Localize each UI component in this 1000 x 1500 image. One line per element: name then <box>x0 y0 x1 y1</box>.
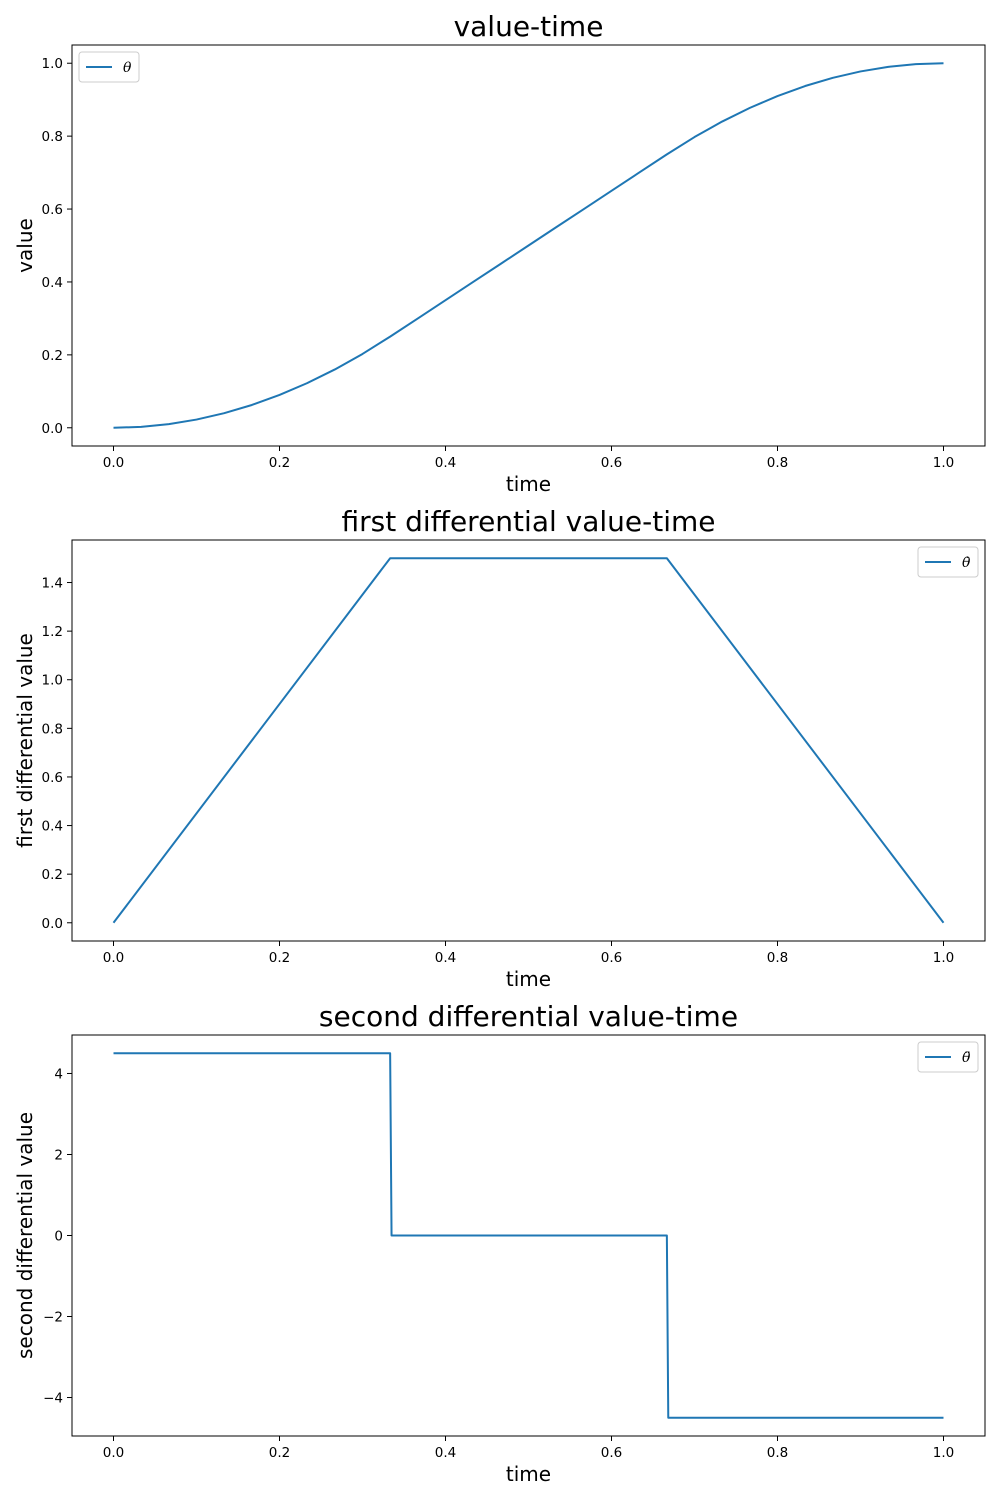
y-axis-label: value <box>13 218 37 273</box>
y-tick-label: 0.0 <box>42 421 63 437</box>
y-tick-label: 0.2 <box>42 867 63 883</box>
x-tick-label: 0.0 <box>103 455 124 471</box>
first-differential-chart: first differential value-time 0.0 0.2 0.4 0.… <box>13 505 986 991</box>
x-tick-label: 0.6 <box>601 950 622 966</box>
y-tick-label: 1.0 <box>42 673 63 689</box>
x-tick-label: 1.0 <box>933 455 954 471</box>
y-tick-label: 0.4 <box>42 275 63 291</box>
value-time-chart: value-time 0.0 0.2 0.4 0.6 0.8 1.0 0.0 0.2 0.4 0.6… <box>13 10 986 496</box>
second-differential-chart: second differential value-time 0.0 0.2 0.4 0… <box>13 1000 986 1486</box>
y-tick-label: −2 <box>43 1310 63 1326</box>
x-tick-label: 0.6 <box>601 455 622 471</box>
y-axis-label: first differential value <box>13 633 37 848</box>
y-tick-label: 2 <box>54 1147 63 1163</box>
chart-title: first differential value-time <box>342 505 716 538</box>
series-line <box>113 1052 944 1419</box>
y-tick-label: 1.2 <box>42 624 63 640</box>
x-tick-label: 0.4 <box>435 455 456 471</box>
x-tick-label: 1.0 <box>933 950 954 966</box>
x-tick-label: 0.0 <box>103 950 124 966</box>
y-tick-label: 0.2 <box>42 348 63 364</box>
legend: θ̇ <box>917 546 979 578</box>
plot-frame <box>71 44 986 447</box>
x-tick-label: 0.8 <box>767 950 788 966</box>
x-tick-label: 0.4 <box>435 950 456 966</box>
legend-label: θ <box>123 60 132 76</box>
x-axis-label: time <box>506 967 551 991</box>
y-tick-label: 0 <box>54 1229 63 1245</box>
x-axis-label: time <box>506 472 551 496</box>
legend-label: θ̇ <box>962 555 971 571</box>
chart-title: value-time <box>454 10 604 43</box>
y-tick-label: 1.4 <box>42 576 63 592</box>
x-tick-label: 0.2 <box>269 1445 290 1461</box>
x-tick-label: 1.0 <box>933 1445 954 1461</box>
series-line <box>112 557 945 924</box>
y-tick-label: 0.6 <box>42 770 63 786</box>
series-line <box>113 62 944 429</box>
y-tick-label: 4 <box>54 1066 63 1082</box>
y-tick-label: 0.0 <box>42 916 63 932</box>
legend: θ <box>78 51 140 83</box>
y-tick-label: −4 <box>43 1391 63 1407</box>
y-tick-label: 1.0 <box>42 56 63 72</box>
x-tick-label: 0.2 <box>269 455 290 471</box>
x-tick-label: 0.4 <box>435 1445 456 1461</box>
x-axis-label: time <box>506 1462 551 1486</box>
y-axis-label: second differential value <box>13 1112 37 1359</box>
y-tick-label: 0.8 <box>42 721 63 737</box>
y-tick-label: 0.4 <box>42 819 63 835</box>
x-tick-label: 0.6 <box>601 1445 622 1461</box>
y-tick-label: 0.8 <box>42 129 63 145</box>
x-tick-label: 0.0 <box>103 1445 124 1461</box>
chart-title: second differential value-time <box>319 1000 738 1033</box>
plot-frame <box>71 539 986 942</box>
x-tick-label: 0.2 <box>269 950 290 966</box>
x-tick-label: 0.8 <box>767 1445 788 1461</box>
legend: θ̈ <box>917 1041 979 1073</box>
y-tick-label: 0.6 <box>42 202 63 218</box>
x-tick-label: 0.8 <box>767 455 788 471</box>
legend-label: θ̈ <box>962 1050 971 1066</box>
